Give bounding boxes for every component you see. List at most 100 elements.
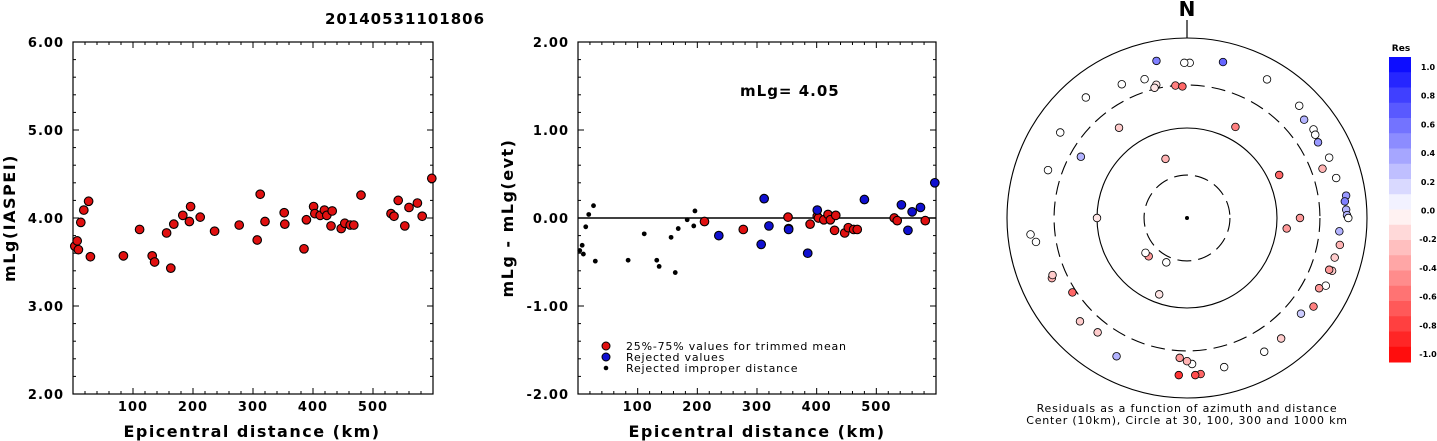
map-caption-line1: Residuals as a function of azimuth and d…: [1037, 402, 1338, 415]
station-marker: [1191, 370, 1200, 380]
legend: 25%-75% values for trimmed meanRejected …: [601, 340, 846, 375]
y-tick-label: -1.00: [527, 300, 569, 315]
x-tick-label: 100: [623, 400, 653, 415]
data-point: [73, 244, 84, 255]
improper-distance-point: [583, 224, 589, 230]
data-point: [83, 196, 94, 207]
data-point: [165, 263, 176, 274]
trimmed-mean-point: [830, 210, 841, 221]
station-marker: [1324, 153, 1334, 162]
improper-distance-point: [625, 257, 631, 263]
rejected-point: [759, 193, 770, 204]
magnitude-plot: 100 200 300 400 500 2.00 3.00 4.00 5.00 6.00 Epic…: [0, 36, 437, 441]
data-point: [356, 190, 366, 200]
colorbar-segment: [1389, 148, 1411, 165]
rejected-point: [713, 230, 724, 241]
station-marker: [1296, 309, 1306, 318]
data-point: [185, 201, 196, 212]
station-marker: [1260, 347, 1269, 356]
data-point: [299, 243, 309, 254]
plot-frame: [72, 41, 434, 395]
trimmed-mean-point: [738, 224, 749, 235]
station-marker: [1081, 93, 1091, 102]
station-marker: [1031, 237, 1041, 247]
improper-distance-point: [641, 231, 647, 237]
y-tick-label: 1.00: [533, 124, 569, 139]
trimmed-mean-point: [852, 224, 863, 235]
station-marker: [1162, 258, 1171, 267]
station-marker: [1311, 130, 1320, 139]
station-marker: [1056, 128, 1065, 137]
rejected-point: [903, 225, 913, 236]
data-point: [161, 228, 172, 238]
colorbar-label: -0.6: [1419, 293, 1437, 302]
station-marker: [1178, 82, 1187, 91]
colorbar-label: -0.4: [1419, 264, 1437, 273]
trimmed-mean-point: [920, 215, 931, 226]
azimuth-residual-map: N Residuals as a function of azimuth and…: [1006, 0, 1368, 427]
data-point: [134, 224, 145, 235]
trimmed-mean-point: [829, 225, 840, 236]
station-marker: [1174, 370, 1183, 380]
station-marker: [1335, 227, 1344, 236]
colorbar-segment: [1389, 240, 1411, 256]
station-marker: [1324, 265, 1334, 274]
rejected-point: [907, 206, 917, 217]
improper-distance-point: [668, 234, 674, 240]
station-marker: [1114, 123, 1124, 132]
data-point: [252, 235, 263, 245]
trimmed-mean-point: [892, 215, 903, 226]
data-point: [234, 220, 245, 230]
improper-distance-point: [692, 208, 698, 214]
distance-ring: [1053, 84, 1321, 352]
station-marker: [1155, 290, 1164, 299]
colorbar-segment: [1389, 163, 1411, 180]
distance-ring: [1006, 37, 1368, 399]
rejected-point: [915, 202, 926, 213]
data-point: [118, 250, 129, 261]
colorbar-segment: [1389, 255, 1411, 271]
y-tick-label: 3.00: [28, 300, 64, 315]
colorbar-segment: [1389, 133, 1411, 149]
data-point: [85, 251, 96, 262]
data-point: [348, 220, 359, 230]
distance-ring: [1143, 174, 1231, 262]
station-marker: [1043, 165, 1053, 175]
colorbar-label: 0.2: [1421, 178, 1435, 187]
station-marker: [1175, 353, 1184, 363]
station-marker: [1112, 352, 1121, 361]
improper-distance-point: [591, 203, 596, 209]
y-tick-label: 6.00: [28, 36, 64, 51]
y-axis-label: mLg - mLg(evt): [498, 139, 517, 298]
data-point: [279, 207, 290, 218]
colorbar-segment: [1389, 102, 1411, 119]
station-marker: [1219, 362, 1229, 372]
station-marker: [1068, 288, 1077, 297]
station-marker: [1313, 138, 1323, 147]
data-point: [209, 226, 220, 237]
y-tick-label: -2.00: [527, 388, 569, 403]
colorbar-segment: [1389, 72, 1411, 88]
rejected-point: [896, 199, 907, 210]
colorbar-title: Res: [1392, 44, 1410, 54]
data-point: [327, 206, 338, 216]
station-marker: [1026, 230, 1035, 239]
x-tick-label: 100: [118, 400, 148, 415]
station-marker: [1331, 173, 1341, 183]
mean-magnitude-annotation: mLg= 4.05: [740, 82, 840, 100]
figure-title: 20140531101806: [325, 10, 485, 28]
colorbar-label: -0.8: [1419, 321, 1437, 330]
x-tick-label: 200: [178, 400, 208, 415]
improper-distance-point: [654, 257, 660, 263]
colorbar-segment: [1389, 57, 1411, 73]
colorbar-segment: [1389, 331, 1411, 348]
station-marker: [1141, 248, 1150, 258]
station-marker: [1314, 284, 1324, 293]
data-point: [404, 202, 414, 213]
colorbar-segment: [1389, 346, 1411, 363]
station-marker: [1076, 152, 1086, 161]
data-point: [426, 173, 437, 184]
station-marker: [1274, 170, 1284, 180]
colorbar-segment: [1389, 316, 1411, 332]
station-marker: [1117, 80, 1126, 89]
